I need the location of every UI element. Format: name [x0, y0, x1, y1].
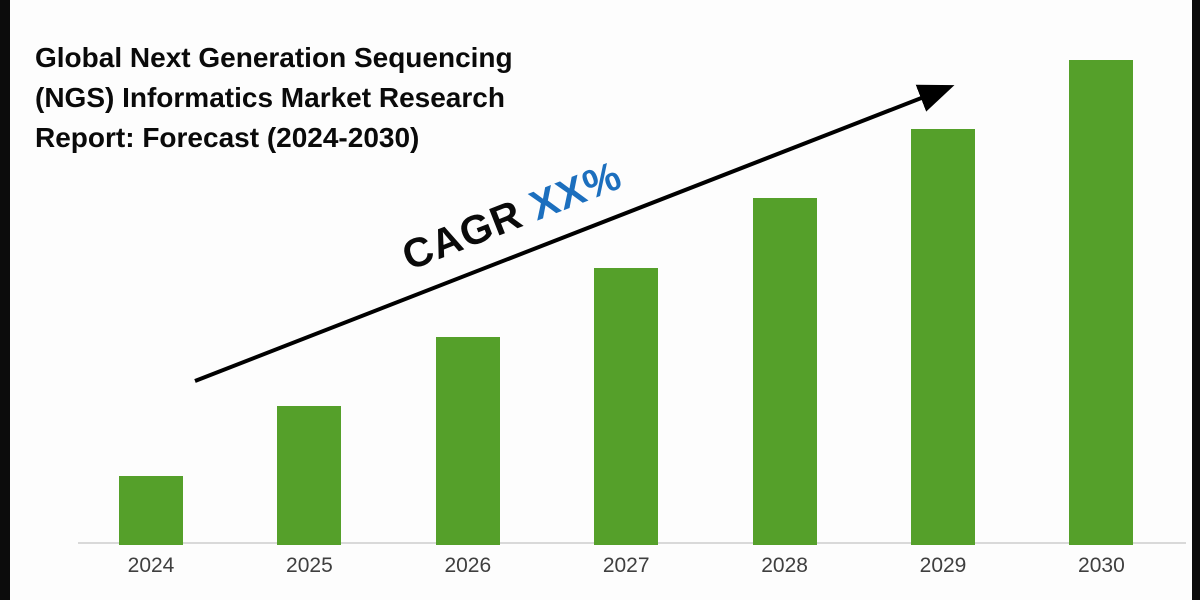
- bar-2028: [752, 198, 817, 545]
- x-tick-label-2026: 2026: [444, 554, 492, 577]
- bar-2027: [594, 268, 659, 545]
- left-letterbox-bar: [0, 0, 10, 600]
- bar-2030: [1069, 60, 1134, 545]
- cagr-value-label: XX%: [523, 151, 628, 230]
- chart-title: Global Next Generation Sequencing (NGS) …: [35, 42, 513, 153]
- bar-2026: [435, 337, 500, 545]
- x-tick-label-2027: 2027: [602, 554, 650, 577]
- cagr-prefix-label: CAGR: [395, 186, 541, 280]
- x-tick-label-2024: 2024: [127, 554, 175, 577]
- right-letterbox-bar: [1192, 0, 1200, 600]
- bar-2029: [911, 129, 975, 545]
- x-tick-label-2028: 2028: [761, 554, 808, 577]
- x-tick-label-2030: 2030: [1078, 554, 1125, 577]
- x-tick-label-2025: 2025: [286, 554, 333, 577]
- bar-2025: [277, 406, 342, 545]
- cagr-annotation: CAGR XX%: [396, 152, 628, 280]
- bar-2024: [119, 476, 183, 545]
- x-tick-label-2029: 2029: [919, 554, 967, 577]
